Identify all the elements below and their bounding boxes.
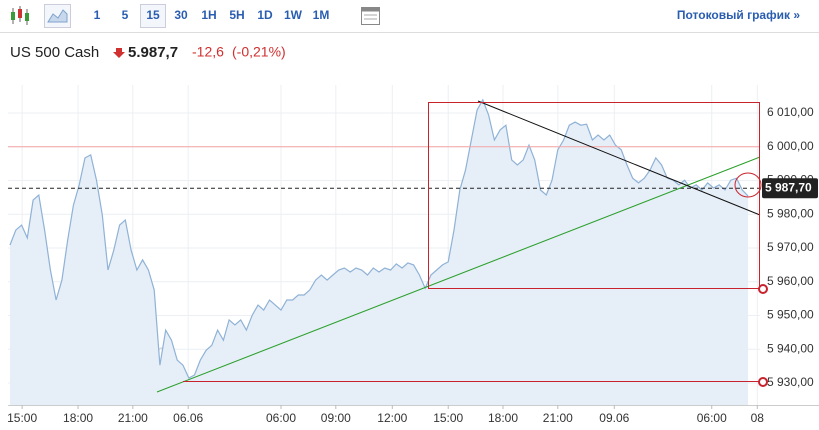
area-icon[interactable]: [44, 4, 71, 28]
stream-link[interactable]: Потоковый график »: [677, 8, 800, 22]
timeframe-button[interactable]: 5H: [229, 8, 244, 22]
y-tick-label: 5 980,00: [767, 206, 814, 220]
y-tick-label: 5 940,00: [767, 341, 814, 355]
timeframe-button[interactable]: 1W: [284, 8, 303, 22]
last-price-box: [762, 178, 818, 199]
y-tick-label: 5 960,00: [767, 274, 814, 288]
timeframe-button[interactable]: 1H: [201, 8, 216, 22]
trend-line: [156, 156, 761, 393]
y-tick-label: 5 930,00: [767, 375, 814, 389]
timeframe-button[interactable]: 30: [174, 8, 188, 22]
level-handle[interactable]: [758, 284, 768, 294]
timeframe-button[interactable]: 15: [146, 8, 160, 22]
timeframe-selected: [140, 4, 166, 28]
drawings: [156, 100, 768, 393]
x-tick-label: 15:00: [7, 411, 37, 425]
x-tick-label: 08: [751, 411, 765, 425]
y-tick-label: 6 010,00: [767, 105, 814, 119]
x-tick-label: 06:00: [266, 411, 296, 425]
down-arrow: [113, 48, 125, 58]
x-tick-label: 09.06: [599, 411, 629, 425]
timeframe-button[interactable]: 5: [122, 8, 129, 22]
x-tick-label: 06.06: [173, 411, 203, 425]
timeframe-button[interactable]: 1: [94, 8, 101, 22]
x-tick-label: 21:00: [118, 411, 148, 425]
change: -12,6: [192, 44, 224, 60]
price: 5.987,7: [128, 44, 178, 61]
y-tick-label: 5 950,00: [767, 308, 814, 322]
x-tick-label: 06:00: [697, 411, 727, 425]
x-tick-label: 18:00: [63, 411, 93, 425]
x-tick-label: 21:00: [543, 411, 573, 425]
change-percent: (-0,21%): [232, 44, 286, 60]
timeframes: 1 5 15 30 1H 5H 1D 1W 1M: [94, 4, 330, 28]
instrument-name: US 500 Cash: [10, 44, 99, 61]
x-tick-label: 09:00: [321, 411, 351, 425]
y-tick-label: 5 970,00: [767, 240, 814, 254]
timeframe-button[interactable]: 1M: [313, 8, 330, 22]
last-price-label: 5 987,70: [765, 180, 812, 194]
drawn-ellipse: [734, 172, 762, 198]
area-fill: [10, 99, 749, 406]
timeframe-button[interactable]: 1D: [257, 8, 273, 22]
x-tick-label: 15:00: [433, 411, 463, 425]
x-tick-label: 12:00: [377, 411, 407, 425]
x-tick-label: 18:00: [488, 411, 518, 425]
trend-line: [477, 100, 761, 216]
plot: 5 930,00 5 940,00 5 950,00 5 960,00 5 970,00…: [7, 85, 819, 425]
level-handle[interactable]: [758, 377, 768, 387]
y-tick-label: 6 000,00: [767, 139, 814, 153]
calendar-icon[interactable]: [361, 7, 380, 25]
candle-icon[interactable]: [11, 6, 29, 25]
